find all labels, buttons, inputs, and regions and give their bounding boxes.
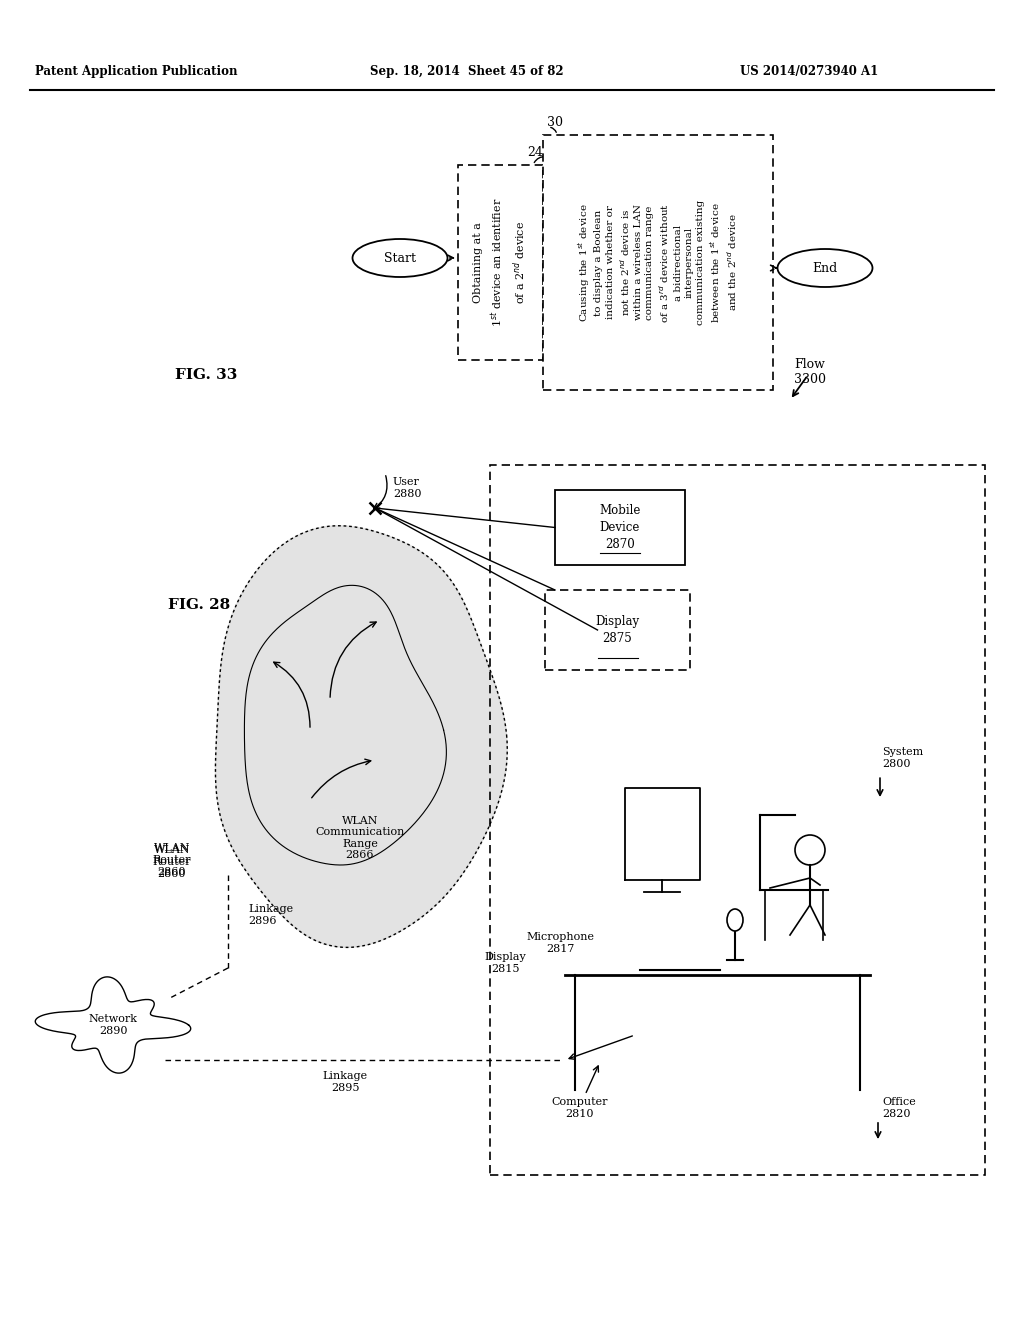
Text: Display
2815: Display 2815 — [484, 952, 526, 974]
Ellipse shape — [122, 993, 162, 1027]
Ellipse shape — [85, 1028, 140, 1056]
Text: FIG. 28: FIG. 28 — [168, 598, 230, 612]
Text: WLAN
Router
2860: WLAN Router 2860 — [153, 845, 191, 879]
Text: WLAN
Communication
Range
2866: WLAN Communication Range 2866 — [315, 816, 404, 861]
Text: Mobile
Device
2870: Mobile Device 2870 — [599, 504, 641, 550]
Text: User
2880: User 2880 — [393, 478, 422, 499]
FancyBboxPatch shape — [458, 165, 543, 360]
Text: Linkage
2895: Linkage 2895 — [323, 1072, 368, 1093]
Text: 30: 30 — [547, 116, 563, 129]
Text: Causing the 1$^{st}$ device
to display a Boolean
indication whether or
not the 2: Causing the 1$^{st}$ device to display a… — [577, 199, 739, 325]
Text: US 2014/0273940 A1: US 2014/0273940 A1 — [740, 66, 879, 78]
Text: Obtaining at a
1$^{st}$ device an identifier
of a 2$^{nd}$ device: Obtaining at a 1$^{st}$ device an identi… — [473, 198, 528, 327]
Text: Microphone
2817: Microphone 2817 — [526, 932, 594, 954]
Text: WLAN
Router
2860: WLAN Router 2860 — [153, 843, 191, 876]
Text: End: End — [812, 261, 838, 275]
Ellipse shape — [777, 249, 872, 286]
Text: Display
2875: Display 2875 — [595, 615, 640, 645]
Text: Flow
3300: Flow 3300 — [794, 358, 826, 385]
Text: Sep. 18, 2014  Sheet 45 of 82: Sep. 18, 2014 Sheet 45 of 82 — [370, 66, 563, 78]
Text: Computer
2810: Computer 2810 — [552, 1097, 608, 1119]
Ellipse shape — [65, 993, 105, 1027]
Ellipse shape — [352, 239, 447, 277]
Ellipse shape — [85, 1005, 141, 1045]
Text: Office
2820: Office 2820 — [882, 1097, 915, 1119]
Text: 24: 24 — [527, 147, 543, 160]
Text: System
2800: System 2800 — [882, 747, 924, 768]
Polygon shape — [215, 525, 507, 948]
Text: Network
2890: Network 2890 — [88, 1014, 137, 1036]
Text: FIG. 33: FIG. 33 — [175, 368, 238, 381]
Ellipse shape — [61, 1015, 99, 1045]
Ellipse shape — [129, 1015, 167, 1045]
FancyBboxPatch shape — [545, 590, 690, 671]
Ellipse shape — [727, 909, 743, 931]
FancyBboxPatch shape — [543, 135, 773, 389]
Text: Linkage
2896: Linkage 2896 — [248, 904, 293, 925]
FancyBboxPatch shape — [555, 490, 685, 565]
Text: Patent Application Publication: Patent Application Publication — [35, 66, 238, 78]
Text: Start: Start — [384, 252, 416, 264]
Polygon shape — [35, 977, 190, 1073]
Circle shape — [795, 836, 825, 865]
